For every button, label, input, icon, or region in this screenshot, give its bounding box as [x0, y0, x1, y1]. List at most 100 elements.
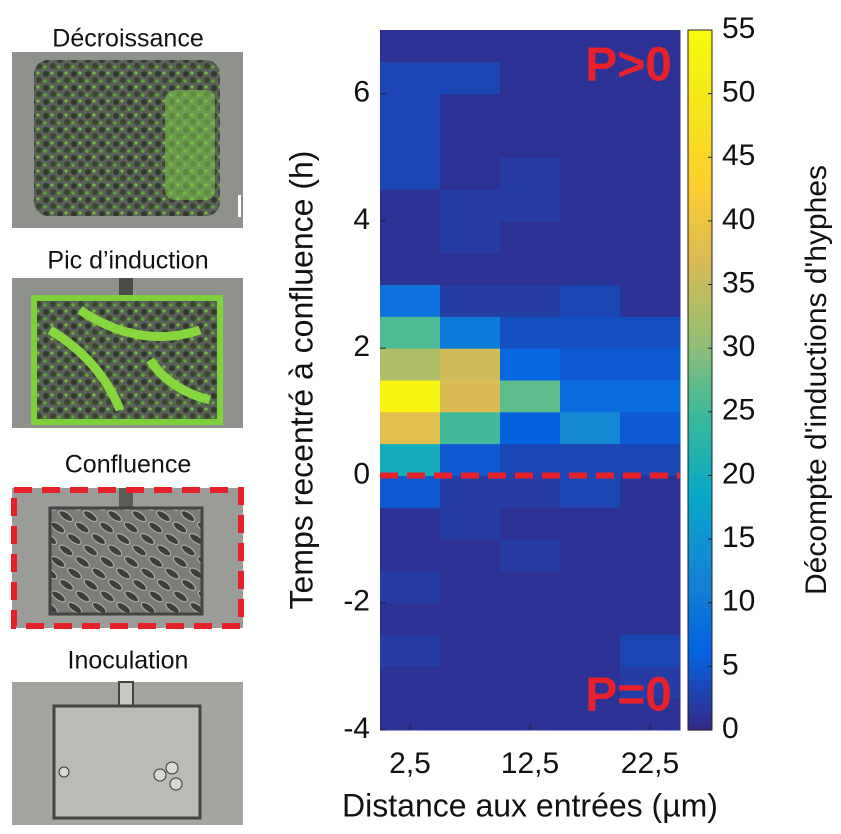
heat-cell	[380, 507, 441, 540]
colorbar-segment	[688, 144, 712, 152]
heat-cell	[440, 125, 501, 158]
panel-title: Décroissance	[52, 25, 203, 53]
heat-cell	[500, 380, 561, 413]
heat-cell	[620, 284, 681, 317]
heat-cell	[440, 666, 501, 699]
x-tick-label: 12,5	[501, 747, 559, 780]
colorbar-segment	[688, 55, 712, 63]
colorbar-segment	[688, 443, 712, 451]
heat-cell	[500, 602, 561, 636]
heat-cell	[620, 125, 681, 158]
heat-cell	[500, 634, 561, 667]
heat-cell	[620, 316, 681, 349]
colorbar-segment	[688, 284, 712, 292]
colorbar-segment	[688, 602, 712, 610]
panel-decroissance: Décroissance	[12, 25, 243, 228]
colorbar-segment	[688, 170, 712, 177]
y-tick-label: 2	[353, 330, 370, 363]
heat-cell	[620, 93, 681, 126]
heat-cell	[440, 157, 501, 190]
colorbar-segment	[688, 367, 712, 375]
colorbar-segment	[688, 341, 712, 349]
heat-cell	[440, 252, 501, 286]
heat-cell	[500, 570, 561, 604]
heat-cell	[500, 348, 561, 381]
heat-cell	[500, 220, 561, 254]
heat-cell	[440, 380, 501, 413]
colorbar-segment	[688, 628, 712, 636]
colorbar-segment	[688, 271, 712, 279]
colorbar-segment	[688, 723, 712, 731]
colorbar-segment	[688, 430, 712, 438]
colorbar-segment	[688, 322, 712, 330]
y-tick-label: 0	[353, 457, 370, 490]
heat-cell	[560, 380, 621, 413]
colorbar-segment	[688, 640, 712, 648]
colorbar-segment	[688, 246, 712, 254]
heat-cell	[440, 507, 501, 540]
heat-cell	[380, 157, 441, 190]
colorbar-segment	[688, 679, 712, 687]
colorbar-segment	[688, 634, 712, 642]
colorbar-segment	[688, 360, 712, 368]
heat-cell	[380, 539, 441, 572]
colorbar-segment	[688, 507, 712, 515]
colorbar-segment	[688, 373, 712, 381]
colorbar-segment	[688, 163, 712, 171]
colorbar-segment	[688, 539, 712, 547]
colorbar-segment	[688, 290, 712, 298]
colorbar-segment	[688, 80, 712, 88]
panel-title: Confluence	[65, 451, 191, 479]
colorbar-segment	[688, 74, 712, 82]
colorbar-segment	[688, 513, 712, 521]
heat-cell	[620, 507, 681, 540]
heat-cell	[380, 252, 441, 286]
heat-cell	[500, 125, 561, 158]
colorbar-segment	[688, 68, 712, 76]
colorbar-segment	[688, 354, 712, 362]
heat-cell	[440, 411, 501, 445]
colorbar-segment	[688, 494, 712, 502]
heat-cell	[620, 61, 681, 95]
heat-cell	[500, 189, 561, 222]
colorbar-segment	[688, 49, 712, 57]
colorbar-segment	[688, 87, 712, 95]
colorbar-segment	[688, 558, 712, 566]
colorbar-segment	[688, 583, 712, 591]
colorbar-tick-label: 55	[722, 12, 755, 45]
colorbar-segment	[688, 252, 712, 260]
colorbar-segment	[688, 411, 712, 419]
colorbar-segment	[688, 329, 712, 337]
y-tick-label: -2	[343, 585, 370, 618]
heat-cell	[560, 284, 621, 317]
colorbar-segment	[688, 405, 712, 413]
chamber	[31, 295, 223, 425]
heat-cell	[440, 570, 501, 604]
heat-cell	[440, 475, 501, 508]
colorbar-segment	[688, 469, 712, 477]
chamber	[52, 704, 202, 820]
heat-cell	[620, 570, 681, 604]
heat-cell	[620, 443, 681, 476]
colorbar-segment	[688, 545, 712, 553]
colorbar-segment	[688, 704, 712, 712]
cell	[169, 777, 183, 791]
colorbar-segment	[688, 138, 712, 146]
colorbar-segment	[688, 42, 712, 50]
colorbar-segment	[688, 106, 712, 114]
colorbar-segment	[688, 475, 712, 483]
colorbar-segment	[688, 418, 712, 426]
heat-cell	[440, 220, 501, 254]
heat-cell	[560, 539, 621, 572]
heat-cell	[560, 634, 621, 667]
colorbar-segment	[688, 710, 712, 718]
colorbar-tick-label: 40	[722, 203, 755, 236]
heat-cell	[440, 348, 501, 381]
colorbar-segment	[688, 227, 712, 235]
heat-cell	[620, 602, 681, 636]
heat-cell	[440, 93, 501, 126]
colorbar-segment	[688, 488, 712, 496]
hyphae	[47, 306, 212, 412]
heat-cell	[500, 443, 561, 476]
